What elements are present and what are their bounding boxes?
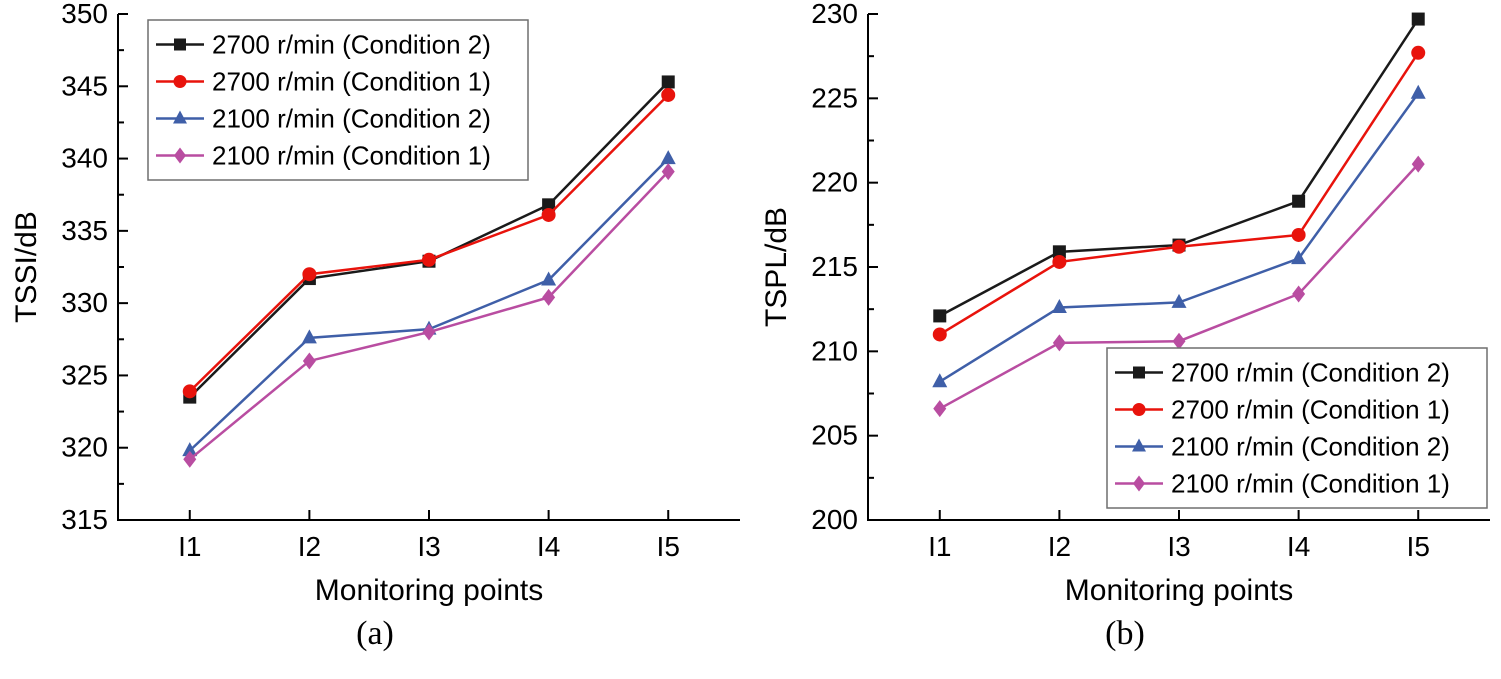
svg-text:2100 r/min (Condition 2): 2100 r/min (Condition 2) <box>212 104 491 134</box>
chart-b: 200 205 210 215 220 225 230 I1 I2 I3 I4 I5 TSPL/dB Mo… <box>750 0 1500 655</box>
svg-text:I4: I4 <box>537 531 560 562</box>
chart-b-caption: (b) <box>1105 615 1145 652</box>
svg-text:2700 r/min (Condition 2): 2700 r/min (Condition 2) <box>1171 358 1450 388</box>
legend: 2700 r/min (Condition 2) 2700 r/min (Cond… <box>147 19 529 181</box>
x-axis-title: Monitoring points <box>315 574 543 607</box>
svg-text:I1: I1 <box>178 531 201 562</box>
series-2 <box>182 150 676 457</box>
x-axis-title: Monitoring points <box>1065 574 1293 607</box>
chart-a: 315 320 325 330 335 340 345 350 I1 I2 I3 I4 I5 TSSI/d… <box>0 0 750 655</box>
axis-ticks <box>118 13 670 521</box>
svg-text:200: 200 <box>811 504 858 535</box>
svg-text:230: 230 <box>811 0 858 29</box>
svg-text:I5: I5 <box>657 531 680 562</box>
y-axis-title: TSPL/dB <box>760 207 793 327</box>
svg-text:2100 r/min (Condition 1): 2100 r/min (Condition 1) <box>1171 469 1450 499</box>
svg-text:345: 345 <box>61 70 108 101</box>
svg-text:350: 350 <box>61 0 108 29</box>
svg-text:225: 225 <box>811 82 858 113</box>
svg-text:I5: I5 <box>1407 531 1430 562</box>
chart-a-canvas: 315 320 325 330 335 340 345 350 I1 I2 I3 I4 I5 TSSI/d… <box>10 0 740 607</box>
series-3 <box>933 155 1425 418</box>
axis-labels: 315 320 325 330 335 340 345 350 I1 I2 I3 I4 I5 TSSI/d… <box>10 0 680 607</box>
svg-text:320: 320 <box>61 432 108 463</box>
svg-text:2100 r/min (Condition 2): 2100 r/min (Condition 2) <box>1171 432 1450 462</box>
chart-a-caption: (a) <box>356 615 394 652</box>
axis-ticks <box>868 13 1420 521</box>
series-1 <box>932 45 1426 342</box>
svg-text:I3: I3 <box>417 531 440 562</box>
svg-text:I2: I2 <box>1048 531 1071 562</box>
svg-text:I1: I1 <box>928 531 951 562</box>
svg-text:220: 220 <box>811 167 858 198</box>
svg-text:325: 325 <box>61 359 108 390</box>
y-axis-title: TSSI/dB <box>10 211 43 323</box>
svg-text:2100 r/min (Condition 1): 2100 r/min (Condition 1) <box>212 141 491 171</box>
svg-text:2700 r/min (Condition 1): 2700 r/min (Condition 1) <box>1171 395 1450 425</box>
svg-text:215: 215 <box>811 251 858 282</box>
series-3 <box>183 163 675 468</box>
svg-text:335: 335 <box>61 215 108 246</box>
series-1 <box>182 87 676 399</box>
figure: 315 320 325 330 335 340 345 350 I1 I2 I3 I4 I5 TSSI/d… <box>0 0 1500 655</box>
series-2 <box>932 84 1426 388</box>
svg-text:210: 210 <box>811 335 858 366</box>
axis-labels: 200 205 210 215 220 225 230 I1 I2 I3 I4 I5 TSPL/dB Mo… <box>760 0 1430 607</box>
svg-text:205: 205 <box>811 420 858 451</box>
svg-text:I3: I3 <box>1167 531 1190 562</box>
legend: 2700 r/min (Condition 2) 2700 r/min (Cond… <box>1106 347 1488 509</box>
series-0 <box>933 12 1425 323</box>
svg-text:315: 315 <box>61 504 108 535</box>
svg-text:I2: I2 <box>298 531 321 562</box>
svg-text:330: 330 <box>61 287 108 318</box>
svg-text:I4: I4 <box>1287 531 1310 562</box>
svg-text:2700 r/min (Condition 2): 2700 r/min (Condition 2) <box>212 30 491 60</box>
svg-text:2700 r/min (Condition 1): 2700 r/min (Condition 1) <box>212 67 491 97</box>
svg-text:340: 340 <box>61 143 108 174</box>
chart-b-canvas: 200 205 210 215 220 225 230 I1 I2 I3 I4 I5 TSPL/dB Mo… <box>760 0 1490 607</box>
